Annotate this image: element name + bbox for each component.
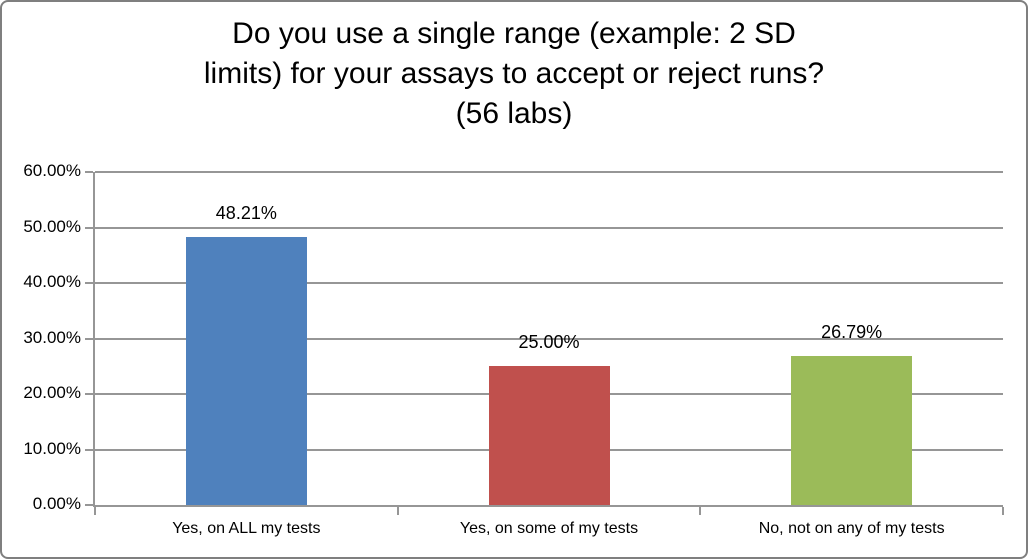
- data-label: 48.21%: [215, 203, 277, 223]
- y-axis-tick-label: 0.00%: [32, 494, 81, 513]
- y-axis-tick: [85, 171, 93, 173]
- x-axis-line: [93, 505, 1003, 507]
- bar-1: [185, 237, 307, 505]
- gridline: [95, 226, 1003, 229]
- x-axis-tick: [1002, 507, 1004, 515]
- x-axis-tick: [699, 507, 702, 515]
- bar-3: [791, 356, 913, 505]
- data-label: 26.79%: [821, 322, 883, 342]
- data-label: 25.00%: [518, 332, 580, 352]
- y-axis-tick: [85, 448, 93, 451]
- y-axis-tick-label: 10.00%: [23, 438, 81, 458]
- x-axis-tick: [396, 507, 399, 515]
- x-axis-label: No, not on any of my tests: [758, 520, 945, 537]
- x-axis-label: Yes, on ALL my tests: [172, 520, 321, 537]
- y-axis-tick: [85, 282, 93, 284]
- x-axis-label: Yes, on some of my tests: [459, 520, 639, 537]
- chart-title: Do you use a single range (example: 2 SD…: [203, 17, 825, 130]
- gridline: [95, 337, 1003, 340]
- y-axis-tick-label: 20.00%: [23, 383, 81, 402]
- gridline: [95, 282, 1003, 284]
- y-axis-tick: [85, 226, 93, 229]
- y-axis-tick: [85, 393, 93, 395]
- y-axis-tick-label: 50.00%: [23, 216, 81, 236]
- y-axis-tick: [85, 337, 93, 340]
- y-axis-tick-label: 60.00%: [23, 161, 81, 180]
- x-axis-tick: [94, 507, 96, 515]
- y-axis-line: [93, 172, 95, 505]
- y-axis-tick-label: 30.00%: [23, 327, 81, 347]
- y-axis-tick-label: 40.00%: [23, 272, 81, 291]
- y-axis-tick: [85, 504, 93, 506]
- gridline: [95, 171, 1003, 173]
- bar-2: [488, 366, 610, 505]
